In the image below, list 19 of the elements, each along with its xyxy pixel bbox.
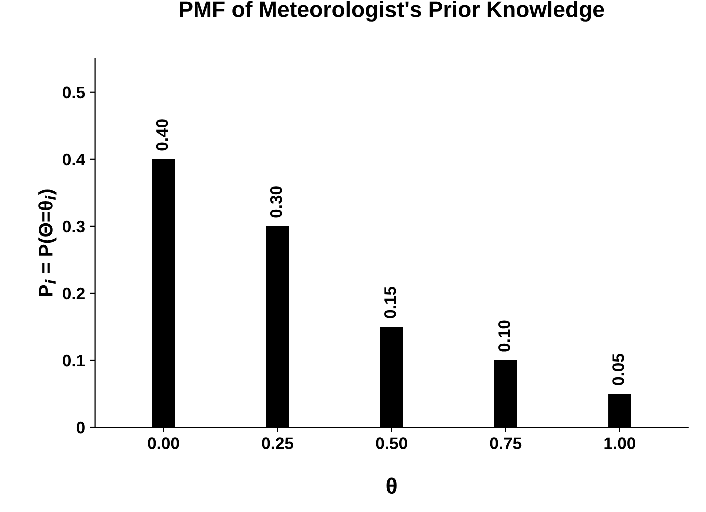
chart-title: PMF of Meteorologist's Prior Knowledge xyxy=(180,1,604,22)
y-tick-label: 0 xyxy=(76,422,85,434)
y-tick-label: 0.1 xyxy=(63,354,86,367)
y-tick-label: 0.5 xyxy=(63,86,86,99)
data-label: 0.30 xyxy=(270,186,282,218)
x-tick-label: 1.00 xyxy=(604,438,636,450)
x-tick-label: 0.50 xyxy=(376,438,408,450)
y-tick-label: 0.2 xyxy=(63,288,85,300)
data-label: 0.40 xyxy=(156,120,168,151)
x-tick-label: 0.00 xyxy=(148,438,180,450)
x-tick-label: 0.75 xyxy=(490,438,522,450)
data-label: 0.05 xyxy=(612,354,624,386)
data-label: 0.15 xyxy=(384,286,396,318)
y-axis-title: P$_{i}$ = P(Θ=θ$_{i}$) xyxy=(38,190,57,296)
y-tick-label: 0.4 xyxy=(63,154,86,166)
x-axis-title: θ xyxy=(386,478,397,494)
x-tick-label: 0.25 xyxy=(262,438,294,450)
y-tick-label: 0.3 xyxy=(63,220,85,233)
data-label: 0.10 xyxy=(498,320,510,352)
